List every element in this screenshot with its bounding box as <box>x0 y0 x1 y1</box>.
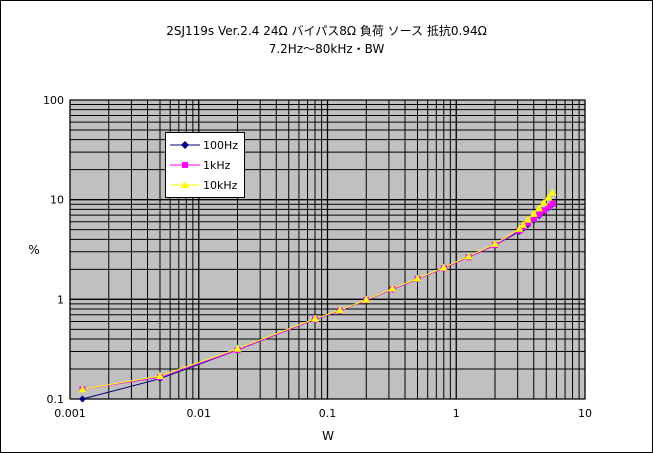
data-point <box>515 224 524 232</box>
x-tick-labels: 0.001 0.01 0.1 1 10 <box>54 407 592 420</box>
data-point <box>519 220 528 228</box>
data-point <box>540 207 547 214</box>
y-tick-label: 10 <box>50 194 64 207</box>
data-point <box>529 209 538 217</box>
data-point <box>535 204 544 212</box>
data-point <box>362 295 371 303</box>
data-point <box>311 314 320 322</box>
legend-label: 100Hz <box>203 139 239 152</box>
legend: 100Hz 1kHz 10kHz <box>165 132 245 198</box>
x-tick-label: 0.01 <box>187 407 212 420</box>
plot-border <box>69 99 586 400</box>
chart-title: 2SJ119s Ver.2.4 24Ω バイパス8Ω 負荷 ソース 抵抗0.94… <box>166 24 487 38</box>
x-tick-label: 1 <box>453 407 460 420</box>
data-point <box>78 395 86 403</box>
x-axis-label: W <box>322 429 334 443</box>
y-tick-label: 1 <box>57 293 64 306</box>
data-point <box>155 372 164 380</box>
data-point <box>233 344 242 352</box>
x-tick-label: 10 <box>578 407 592 420</box>
x-tick-label: 0.1 <box>319 407 337 420</box>
y-tick-label: 0.1 <box>47 393 65 406</box>
data-point <box>548 188 557 196</box>
grid-lines <box>69 99 586 400</box>
data-point <box>78 385 87 393</box>
x-tick-label: 0.001 <box>54 407 86 420</box>
legend-swatch-square <box>170 162 200 168</box>
y-tick-labels: 0.1 1 10 100 <box>43 94 64 406</box>
legend-swatch-triangle <box>170 181 200 188</box>
chart-subtitle: 7.2Hz～80kHz・BW <box>268 42 385 56</box>
legend-label: 10kHz <box>203 179 238 192</box>
data-point <box>524 220 531 227</box>
plot-frame <box>69 99 586 400</box>
data-point <box>464 252 473 260</box>
data-point <box>544 193 553 201</box>
data-point <box>388 284 397 292</box>
data-point <box>536 211 543 218</box>
data-point <box>530 215 537 222</box>
data-point <box>523 215 532 223</box>
data-point <box>413 274 422 282</box>
series-markers <box>78 188 557 403</box>
y-axis-label: % <box>28 243 39 257</box>
data-point <box>539 198 548 206</box>
legend-swatch-diamond <box>170 141 200 149</box>
data-point <box>491 239 500 247</box>
data-point <box>549 200 556 207</box>
data-point <box>335 306 344 314</box>
data-point <box>439 263 448 271</box>
legend-label: 1kHz <box>203 159 231 172</box>
legend-item-100hz: 100Hz <box>166 137 244 153</box>
legend-item-10khz: 10kHz <box>166 177 244 193</box>
legend-item-1khz: 1kHz <box>166 157 244 173</box>
y-tick-label: 100 <box>43 94 64 107</box>
data-point <box>545 203 552 210</box>
